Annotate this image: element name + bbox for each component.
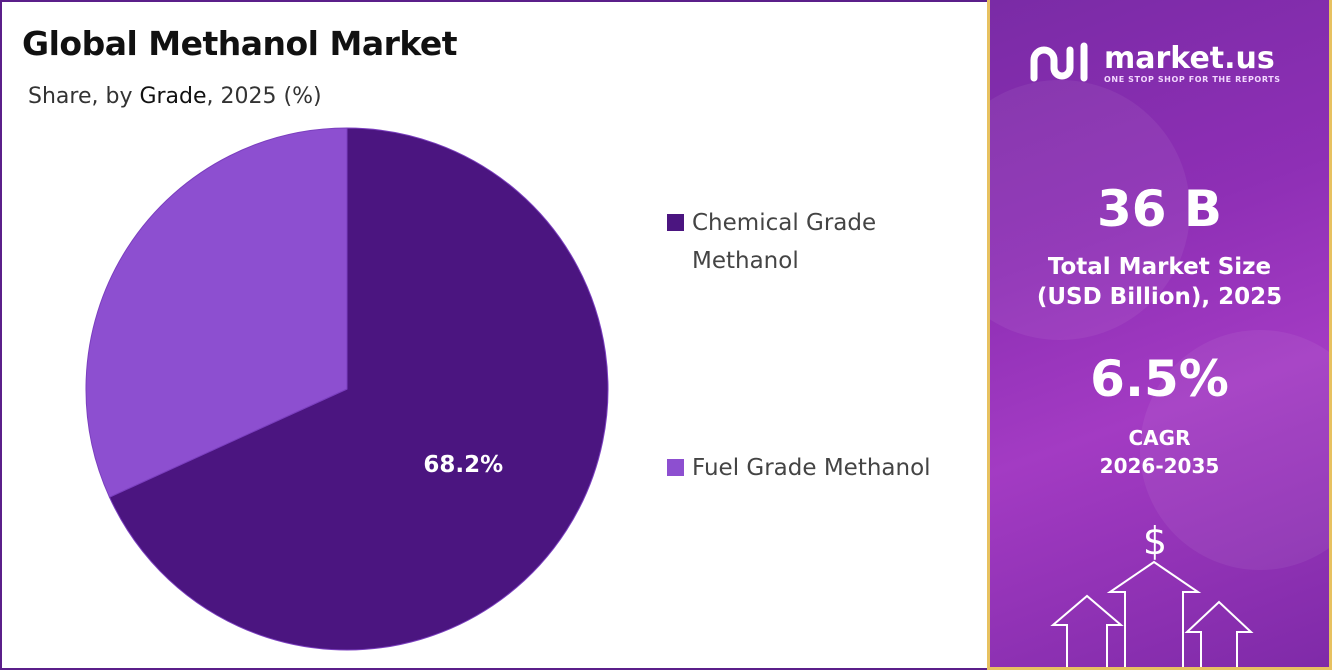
legend-label-fuel-grade: Fuel Grade Methanol	[692, 455, 931, 481]
brand-name: market.us	[1104, 40, 1275, 76]
brand-tagline: ONE STOP SHOP FOR THE REPORTS	[1104, 74, 1281, 84]
market-size-label-line1: Total Market Size	[1047, 254, 1272, 280]
chart-title: Global Methanol Market	[22, 24, 458, 63]
cagr-period: 2026-2035	[1099, 454, 1220, 478]
cagr-label: CAGR	[1128, 426, 1191, 450]
subtitle-dimension: Grade	[139, 84, 207, 109]
brand-text: market.us ONE STOP SHOP FOR THE REPORTS	[1104, 40, 1281, 84]
pie-chart: 68.2%	[85, 127, 609, 651]
background-circle	[990, 80, 1190, 340]
legend-swatch-fuel-grade	[667, 459, 684, 476]
slice-value-label: 68.2%	[423, 452, 503, 478]
market-size-value: 36 B	[1096, 180, 1223, 238]
chart-subtitle: Share, by Grade, 2025 (%)	[28, 84, 322, 109]
cagr-value: 6.5%	[1090, 350, 1229, 408]
up-arrow-icon	[1106, 560, 1202, 667]
pie-slice-chemical-grade-methanol	[108, 127, 609, 651]
chart-panel: Global Methanol Market Share, by Grade, …	[0, 0, 987, 670]
up-arrow-icon	[1184, 600, 1254, 667]
legend-item-fuel-grade: Fuel Grade Methanol	[667, 449, 962, 487]
brand-logo: market.us ONE STOP SHOP FOR THE REPORTS	[1028, 38, 1281, 88]
legend-label-chemical-grade: Chemical Grade Methanol	[692, 210, 877, 274]
background-circle	[1140, 330, 1329, 570]
growth-arrows-illustration: $	[1050, 519, 1254, 667]
up-arrow-icon	[1050, 594, 1124, 667]
subtitle-suffix: , 2025 (%)	[206, 84, 322, 109]
legend-item-chemical-grade: Chemical Grade Methanol	[667, 204, 962, 280]
market-us-logo-icon	[1030, 42, 1088, 82]
summary-panel: market.us ONE STOP SHOP FOR THE REPORTS …	[987, 0, 1332, 670]
pie-slice-fuel-grade-methanol	[85, 127, 348, 498]
dollar-icon: $	[1143, 519, 1167, 563]
legend-swatch-chemical-grade	[667, 214, 684, 231]
market-size-label-line2: (USD Billion), 2025	[1036, 284, 1283, 310]
subtitle-prefix: Share, by	[28, 84, 140, 109]
